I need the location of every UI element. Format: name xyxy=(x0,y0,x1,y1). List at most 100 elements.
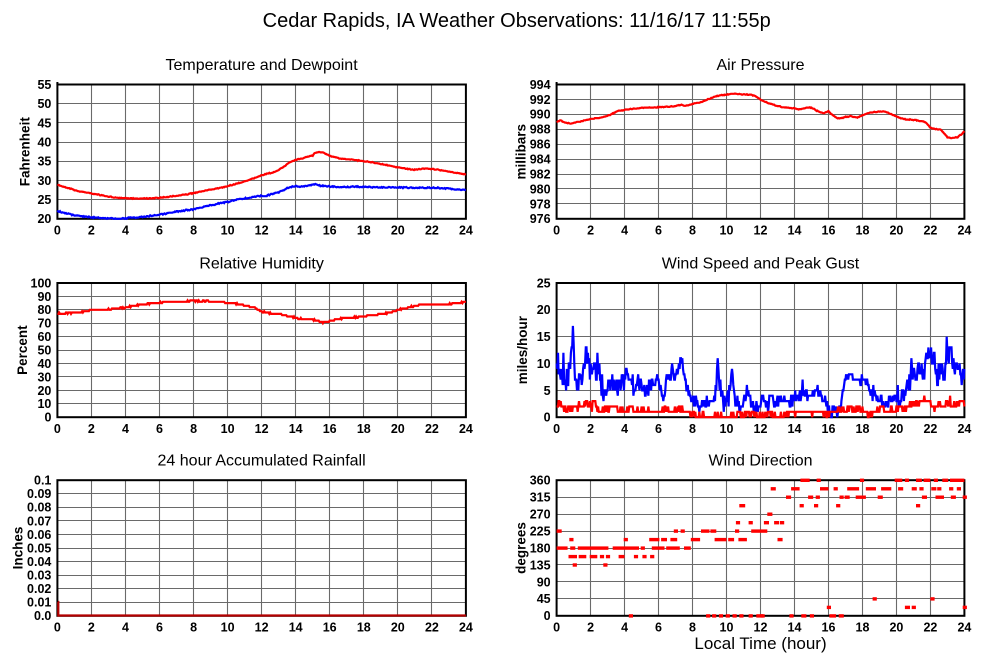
svg-text:0: 0 xyxy=(553,621,560,635)
svg-text:0.01: 0.01 xyxy=(27,596,51,610)
svg-text:millibars: millibars xyxy=(514,124,529,180)
svg-text:8: 8 xyxy=(689,224,696,238)
svg-text:35: 35 xyxy=(37,155,51,169)
svg-text:40: 40 xyxy=(37,357,51,371)
svg-text:20: 20 xyxy=(37,384,51,398)
svg-text:80: 80 xyxy=(37,303,51,317)
svg-text:976: 976 xyxy=(530,212,551,226)
svg-text:8: 8 xyxy=(190,422,197,436)
svg-text:Inches: Inches xyxy=(11,527,26,570)
svg-text:0.09: 0.09 xyxy=(27,487,51,501)
svg-text:18: 18 xyxy=(856,422,870,436)
svg-text:6: 6 xyxy=(655,224,662,238)
svg-text:12: 12 xyxy=(754,422,768,436)
svg-text:12: 12 xyxy=(255,621,269,635)
svg-text:24: 24 xyxy=(957,621,971,635)
svg-text:24: 24 xyxy=(957,422,971,436)
svg-text:18: 18 xyxy=(357,621,371,635)
svg-text:14: 14 xyxy=(788,621,802,635)
svg-text:2: 2 xyxy=(587,422,594,436)
svg-text:992: 992 xyxy=(530,93,551,107)
svg-text:90: 90 xyxy=(537,575,551,589)
svg-text:6: 6 xyxy=(156,422,163,436)
svg-text:8: 8 xyxy=(190,224,197,238)
svg-text:4: 4 xyxy=(122,422,129,436)
svg-text:10: 10 xyxy=(720,422,734,436)
svg-text:10: 10 xyxy=(537,357,551,371)
svg-text:10: 10 xyxy=(720,621,734,635)
svg-text:12: 12 xyxy=(754,224,768,238)
svg-text:980: 980 xyxy=(530,182,551,196)
svg-text:12: 12 xyxy=(754,621,768,635)
svg-text:24: 24 xyxy=(459,422,473,436)
svg-text:2: 2 xyxy=(587,621,594,635)
svg-text:270: 270 xyxy=(530,508,551,522)
svg-text:50: 50 xyxy=(37,97,51,111)
svg-text:994: 994 xyxy=(530,78,551,92)
svg-text:0.07: 0.07 xyxy=(27,514,51,528)
svg-text:8: 8 xyxy=(689,422,696,436)
svg-text:90: 90 xyxy=(37,290,51,304)
svg-text:Air Pressure: Air Pressure xyxy=(716,57,804,74)
svg-text:4: 4 xyxy=(621,224,628,238)
svg-text:0: 0 xyxy=(553,422,560,436)
svg-text:978: 978 xyxy=(530,197,551,211)
svg-text:22: 22 xyxy=(923,621,937,635)
svg-text:4: 4 xyxy=(122,621,129,635)
svg-text:6: 6 xyxy=(156,224,163,238)
svg-text:2: 2 xyxy=(88,224,95,238)
svg-text:Fahrenheit: Fahrenheit xyxy=(18,117,33,187)
svg-text:24: 24 xyxy=(957,224,971,238)
svg-text:22: 22 xyxy=(425,224,439,238)
svg-text:22: 22 xyxy=(923,422,937,436)
svg-text:14: 14 xyxy=(289,621,303,635)
svg-text:10: 10 xyxy=(221,422,235,436)
svg-text:Wind Speed and Peak Gust: Wind Speed and Peak Gust xyxy=(662,256,860,273)
svg-text:Wind Direction: Wind Direction xyxy=(708,453,812,470)
svg-text:24: 24 xyxy=(459,224,473,238)
svg-text:0: 0 xyxy=(553,224,560,238)
svg-text:6: 6 xyxy=(156,621,163,635)
svg-text:0: 0 xyxy=(44,411,51,425)
svg-text:16: 16 xyxy=(822,224,836,238)
svg-text:10: 10 xyxy=(221,621,235,635)
svg-text:135: 135 xyxy=(530,558,551,572)
svg-text:22: 22 xyxy=(923,224,937,238)
svg-text:0: 0 xyxy=(54,422,61,436)
svg-text:990: 990 xyxy=(530,108,551,122)
svg-text:6: 6 xyxy=(655,422,662,436)
svg-text:988: 988 xyxy=(530,123,551,137)
svg-text:18: 18 xyxy=(357,224,371,238)
svg-text:22: 22 xyxy=(425,621,439,635)
svg-text:20: 20 xyxy=(537,303,551,317)
svg-text:4: 4 xyxy=(621,621,628,635)
svg-text:70: 70 xyxy=(37,317,51,331)
svg-text:55: 55 xyxy=(37,78,51,92)
svg-text:20: 20 xyxy=(37,212,51,226)
svg-text:30: 30 xyxy=(37,174,51,188)
svg-text:0.03: 0.03 xyxy=(27,569,51,583)
svg-text:2: 2 xyxy=(88,621,95,635)
svg-text:18: 18 xyxy=(357,422,371,436)
svg-text:2: 2 xyxy=(587,224,594,238)
svg-text:315: 315 xyxy=(530,491,551,505)
svg-text:20: 20 xyxy=(391,422,405,436)
svg-text:45: 45 xyxy=(37,116,51,130)
svg-text:miles/hour: miles/hour xyxy=(515,315,530,384)
svg-text:986: 986 xyxy=(530,138,551,152)
svg-text:0: 0 xyxy=(544,609,551,623)
svg-text:4: 4 xyxy=(621,422,628,436)
svg-text:0.05: 0.05 xyxy=(27,541,51,555)
svg-text:6: 6 xyxy=(655,621,662,635)
svg-text:12: 12 xyxy=(255,224,269,238)
svg-text:225: 225 xyxy=(530,524,551,538)
svg-text:25: 25 xyxy=(537,276,551,290)
svg-text:Percent: Percent xyxy=(15,325,30,375)
svg-text:50: 50 xyxy=(37,344,51,358)
svg-text:16: 16 xyxy=(323,621,337,635)
svg-text:degrees: degrees xyxy=(514,522,529,574)
svg-text:0.0: 0.0 xyxy=(34,609,51,623)
svg-text:4: 4 xyxy=(122,224,129,238)
svg-text:2: 2 xyxy=(88,422,95,436)
svg-text:100: 100 xyxy=(31,276,52,290)
